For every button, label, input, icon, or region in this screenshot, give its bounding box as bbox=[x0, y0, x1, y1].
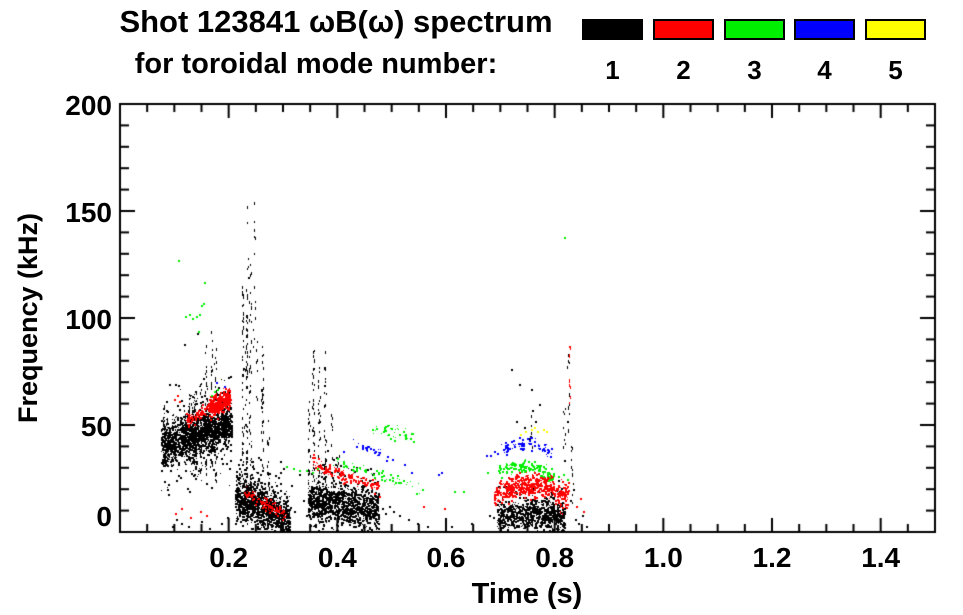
x-tick-label: 0.6 bbox=[426, 542, 466, 573]
x-tick-label: 0.2 bbox=[209, 542, 249, 573]
y-tick-label: 100 bbox=[65, 304, 112, 335]
legend-swatch-n1 bbox=[582, 19, 643, 40]
legend-label-n3: 3 bbox=[747, 55, 762, 85]
x-tick-label: 1.0 bbox=[643, 542, 683, 573]
legend-swatch-n2 bbox=[653, 19, 714, 40]
x-axis-label: Time (s) bbox=[471, 578, 583, 610]
x-tick-label: 1.2 bbox=[752, 542, 792, 573]
x-tick-label: 1.4 bbox=[861, 542, 901, 573]
legend-swatch-n3 bbox=[724, 19, 785, 40]
chart-subtitle: for toroidal mode number: bbox=[134, 48, 498, 80]
legend-swatch-n4 bbox=[794, 19, 855, 40]
legend-swatch-n5 bbox=[865, 19, 926, 40]
y-tick-label: 200 bbox=[65, 90, 112, 121]
legend-label-n5: 5 bbox=[888, 55, 903, 85]
x-tick-label: 0.4 bbox=[317, 542, 357, 573]
y-tick-label: 50 bbox=[80, 411, 112, 442]
chart-title: Shot 123841 ωB(ω) spectrum bbox=[119, 4, 553, 39]
legend-label-n4: 4 bbox=[817, 55, 832, 85]
x-tick-label: 0.8 bbox=[535, 542, 575, 573]
legend-label-n2: 2 bbox=[676, 55, 691, 85]
y-tick-label: 150 bbox=[65, 197, 112, 228]
y-tick-label: 0 bbox=[96, 501, 112, 532]
legend-label-n1: 1 bbox=[605, 55, 620, 85]
